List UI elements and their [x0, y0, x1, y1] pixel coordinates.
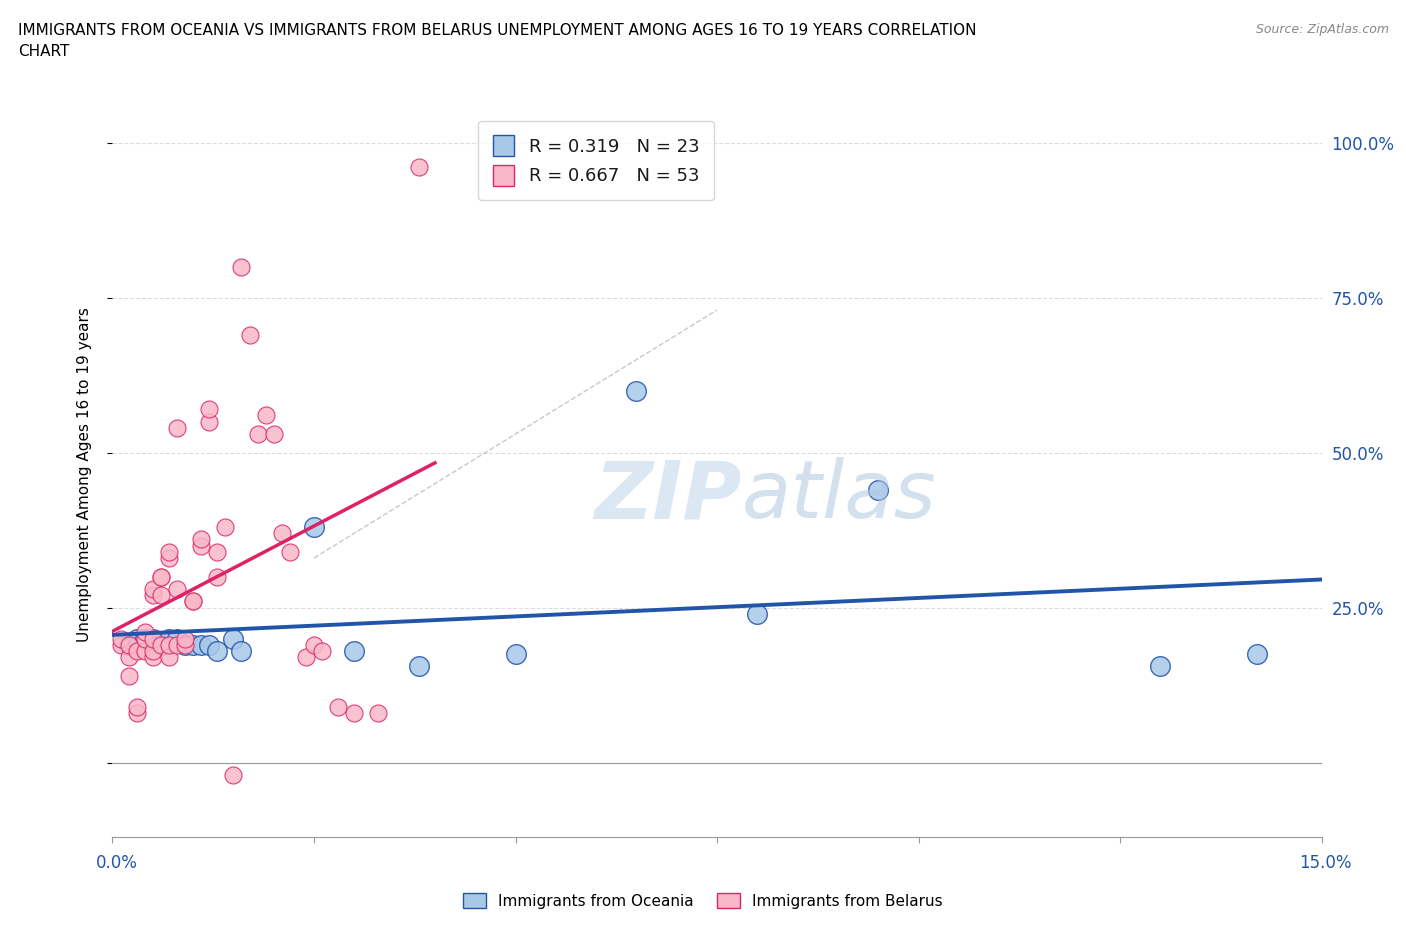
- Point: [166, 637, 188, 652]
- Point: [142, 631, 165, 646]
- Text: ZIP: ZIP: [593, 457, 741, 535]
- Text: 15.0%: 15.0%: [1299, 854, 1353, 872]
- Point: [302, 637, 325, 652]
- Point: [142, 588, 165, 603]
- Point: [408, 659, 430, 674]
- Point: [198, 637, 221, 652]
- Point: [626, 383, 648, 398]
- Text: CHART: CHART: [18, 44, 70, 59]
- Point: [157, 631, 180, 646]
- Point: [125, 644, 148, 658]
- Point: [181, 594, 204, 609]
- Point: [157, 544, 180, 559]
- Point: [117, 650, 139, 665]
- Legend: R = 0.319   N = 23, R = 0.667   N = 53: R = 0.319 N = 23, R = 0.667 N = 53: [478, 121, 714, 200]
- Text: IMMIGRANTS FROM OCEANIA VS IMMIGRANTS FROM BELARUS UNEMPLOYMENT AMONG AGES 16 TO: IMMIGRANTS FROM OCEANIA VS IMMIGRANTS FR…: [18, 23, 977, 38]
- Point: [868, 483, 890, 498]
- Point: [125, 631, 148, 646]
- Point: [166, 631, 188, 646]
- Point: [747, 606, 769, 621]
- Point: [343, 644, 366, 658]
- Point: [149, 637, 172, 652]
- Point: [1149, 659, 1171, 674]
- Point: [198, 414, 221, 429]
- Legend: Immigrants from Oceania, Immigrants from Belarus: Immigrants from Oceania, Immigrants from…: [457, 886, 949, 915]
- Point: [110, 637, 132, 652]
- Point: [1246, 646, 1268, 661]
- Point: [166, 420, 188, 435]
- Point: [157, 551, 180, 565]
- Point: [328, 699, 350, 714]
- Point: [174, 637, 197, 652]
- Point: [222, 631, 245, 646]
- Point: [134, 631, 156, 646]
- Point: [117, 669, 139, 684]
- Point: [207, 544, 229, 559]
- Y-axis label: Unemployment Among Ages 16 to 19 years: Unemployment Among Ages 16 to 19 years: [77, 307, 91, 642]
- Point: [190, 637, 212, 652]
- Point: [238, 327, 260, 342]
- Point: [149, 569, 172, 584]
- Point: [343, 706, 366, 721]
- Point: [207, 569, 229, 584]
- Point: [278, 544, 301, 559]
- Point: [222, 767, 245, 782]
- Point: [142, 644, 165, 658]
- Point: [408, 160, 430, 175]
- Point: [302, 520, 325, 535]
- Text: Source: ZipAtlas.com: Source: ZipAtlas.com: [1256, 23, 1389, 36]
- Point: [181, 637, 204, 652]
- Point: [117, 637, 139, 652]
- Point: [157, 637, 180, 652]
- Point: [505, 646, 527, 661]
- Point: [207, 644, 229, 658]
- Point: [231, 259, 253, 274]
- Point: [149, 637, 172, 652]
- Point: [157, 650, 180, 665]
- Text: atlas: atlas: [741, 457, 936, 535]
- Point: [125, 706, 148, 721]
- Point: [142, 581, 165, 596]
- Point: [181, 594, 204, 609]
- Point: [149, 588, 172, 603]
- Point: [142, 650, 165, 665]
- Point: [174, 637, 197, 652]
- Point: [246, 427, 269, 442]
- Point: [117, 637, 139, 652]
- Point: [110, 631, 132, 646]
- Point: [295, 650, 318, 665]
- Text: 0.0%: 0.0%: [96, 854, 138, 872]
- Point: [166, 581, 188, 596]
- Point: [134, 631, 156, 646]
- Point: [367, 706, 389, 721]
- Point: [311, 644, 333, 658]
- Point: [190, 538, 212, 553]
- Point: [214, 520, 236, 535]
- Point: [174, 631, 197, 646]
- Point: [198, 402, 221, 417]
- Point: [231, 644, 253, 658]
- Point: [142, 631, 165, 646]
- Point: [263, 427, 285, 442]
- Point: [149, 569, 172, 584]
- Point: [134, 644, 156, 658]
- Point: [125, 699, 148, 714]
- Point: [190, 532, 212, 547]
- Point: [254, 408, 277, 423]
- Point: [134, 625, 156, 640]
- Point: [270, 525, 292, 540]
